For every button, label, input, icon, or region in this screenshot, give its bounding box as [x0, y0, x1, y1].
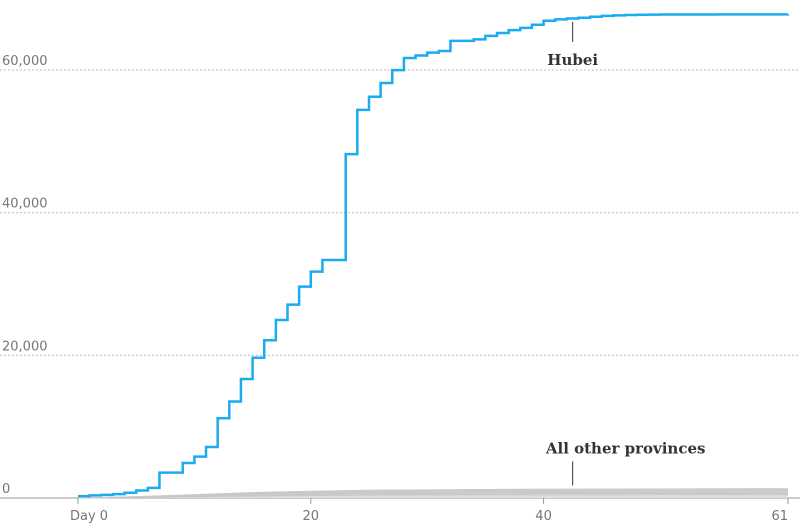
series-lines: [78, 13, 790, 498]
x-tick-label-2: 40: [535, 509, 552, 524]
other-provinces-area: [77, 488, 789, 499]
y-tick-label-1: 20,000: [2, 339, 48, 354]
other-provinces-label: All other provinces: [545, 439, 706, 457]
other-province-line-5: [77, 488, 789, 499]
x-tick-label-1: 20: [303, 509, 320, 524]
hubei-label: Hubei: [547, 51, 598, 69]
y-tick-label-2: 40,000: [2, 197, 48, 212]
x-axis: Day 0 20 40 61: [0, 497, 800, 524]
y-tick-label-0: 0: [2, 482, 10, 497]
x-tick-label-0: Day 0: [70, 509, 108, 524]
series-labels: Hubei All other provinces: [545, 21, 706, 486]
gridlines: [0, 69, 800, 499]
x-tick-label-3: 61: [771, 509, 788, 524]
y-axis-ticks: 0 20,000 40,000 60,000: [2, 54, 48, 497]
hubei-line: [78, 13, 790, 498]
y-tick-label-3: 60,000: [2, 54, 48, 69]
